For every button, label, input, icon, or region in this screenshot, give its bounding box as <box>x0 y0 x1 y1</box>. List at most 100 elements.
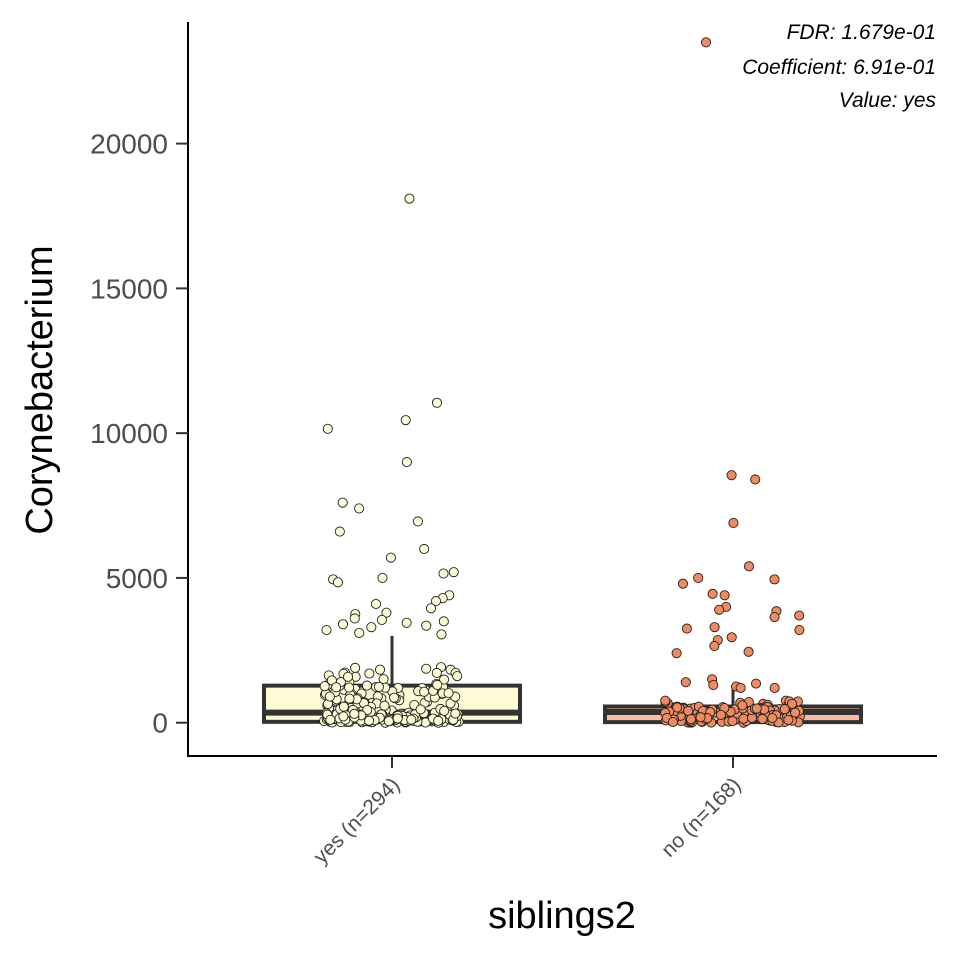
data-point <box>350 662 361 673</box>
data-point <box>324 691 335 702</box>
data-point <box>325 714 336 725</box>
data-point <box>735 682 746 694</box>
data-point <box>342 671 354 682</box>
data-point <box>714 604 725 615</box>
data-point <box>715 709 727 720</box>
y-tick-label: 15000 <box>90 273 168 304</box>
data-point <box>385 552 396 563</box>
data-point <box>406 714 417 725</box>
x-ticks: yes (n=294) no (n=168) <box>309 756 746 868</box>
y-tick-label: 5000 <box>106 563 168 594</box>
data-point <box>680 677 691 688</box>
data-point <box>448 567 459 578</box>
data-point <box>709 622 720 633</box>
data-point <box>404 193 415 204</box>
data-point <box>364 668 375 679</box>
data-point <box>693 572 704 583</box>
data-point <box>334 526 345 537</box>
data-point <box>685 714 697 725</box>
data-point <box>750 678 762 689</box>
data-point <box>401 457 412 468</box>
data-point <box>794 610 805 621</box>
data-point <box>366 622 377 633</box>
data-point <box>726 470 737 481</box>
data-point <box>728 517 739 528</box>
x-axis-title: siblings2 <box>488 895 636 937</box>
data-point <box>672 702 683 713</box>
data-point <box>743 646 754 657</box>
data-point <box>331 682 342 693</box>
data-point <box>421 620 432 631</box>
data-point <box>337 619 349 630</box>
data-point <box>381 607 392 618</box>
data-point <box>354 627 365 638</box>
annotation-coefficient: Coefficient: 6.91e-01 <box>742 56 936 79</box>
data-point <box>438 568 449 579</box>
y-tick-label: 10000 <box>90 418 168 449</box>
data-point <box>364 715 375 726</box>
data-point <box>738 713 749 724</box>
data-point <box>767 713 778 724</box>
data-point <box>743 561 755 572</box>
data-point <box>431 397 443 408</box>
data-point <box>354 503 365 514</box>
y-tick-label: 20000 <box>90 129 168 160</box>
y-ticks: 0 5000 10000 15000 20000 <box>90 129 188 739</box>
data-point <box>660 695 671 706</box>
data-point <box>349 613 360 624</box>
data-point <box>751 703 762 714</box>
data-point <box>436 629 447 640</box>
data-point <box>344 682 355 693</box>
data-point <box>361 680 372 691</box>
data-point <box>349 708 360 719</box>
data-point <box>750 474 761 485</box>
axes-layer <box>187 22 937 757</box>
data-point <box>379 700 390 711</box>
x-tick-label: yes (n=294) <box>309 773 404 868</box>
data-point <box>726 632 737 643</box>
points-layer <box>319 37 805 728</box>
data-point <box>783 714 794 725</box>
data-point <box>319 681 330 692</box>
data-point <box>392 713 403 724</box>
data-point <box>677 578 688 589</box>
data-point <box>757 713 768 725</box>
data-point <box>431 667 442 679</box>
data-point <box>433 715 444 726</box>
data-point <box>338 701 349 712</box>
data-point <box>786 698 798 709</box>
data-point <box>389 692 400 703</box>
data-point <box>412 516 423 527</box>
data-point <box>443 688 454 699</box>
data-point <box>450 708 461 719</box>
data-point <box>419 543 430 555</box>
data-point <box>337 497 348 508</box>
data-point <box>438 616 449 627</box>
data-point <box>419 686 430 697</box>
data-point <box>719 590 730 601</box>
data-point <box>707 588 718 599</box>
data-point <box>322 423 333 434</box>
data-point <box>779 704 790 715</box>
data-point <box>695 712 706 723</box>
data-point <box>425 603 437 614</box>
data-point <box>432 679 443 691</box>
data-point <box>370 598 382 610</box>
data-point <box>681 623 692 634</box>
data-point <box>373 681 384 692</box>
data-point <box>769 682 780 694</box>
data-point <box>727 716 738 727</box>
data-point <box>344 693 355 704</box>
data-point <box>383 716 394 727</box>
x-tick-label: no (n=168) <box>657 773 746 862</box>
data-point <box>439 705 450 717</box>
data-point <box>708 680 719 691</box>
y-axis-title: Corynebacterium <box>19 245 61 534</box>
data-point <box>376 614 387 625</box>
data-point <box>421 663 432 674</box>
data-point <box>700 37 712 48</box>
data-point <box>794 624 805 636</box>
data-point <box>321 624 332 636</box>
data-point <box>377 572 388 583</box>
